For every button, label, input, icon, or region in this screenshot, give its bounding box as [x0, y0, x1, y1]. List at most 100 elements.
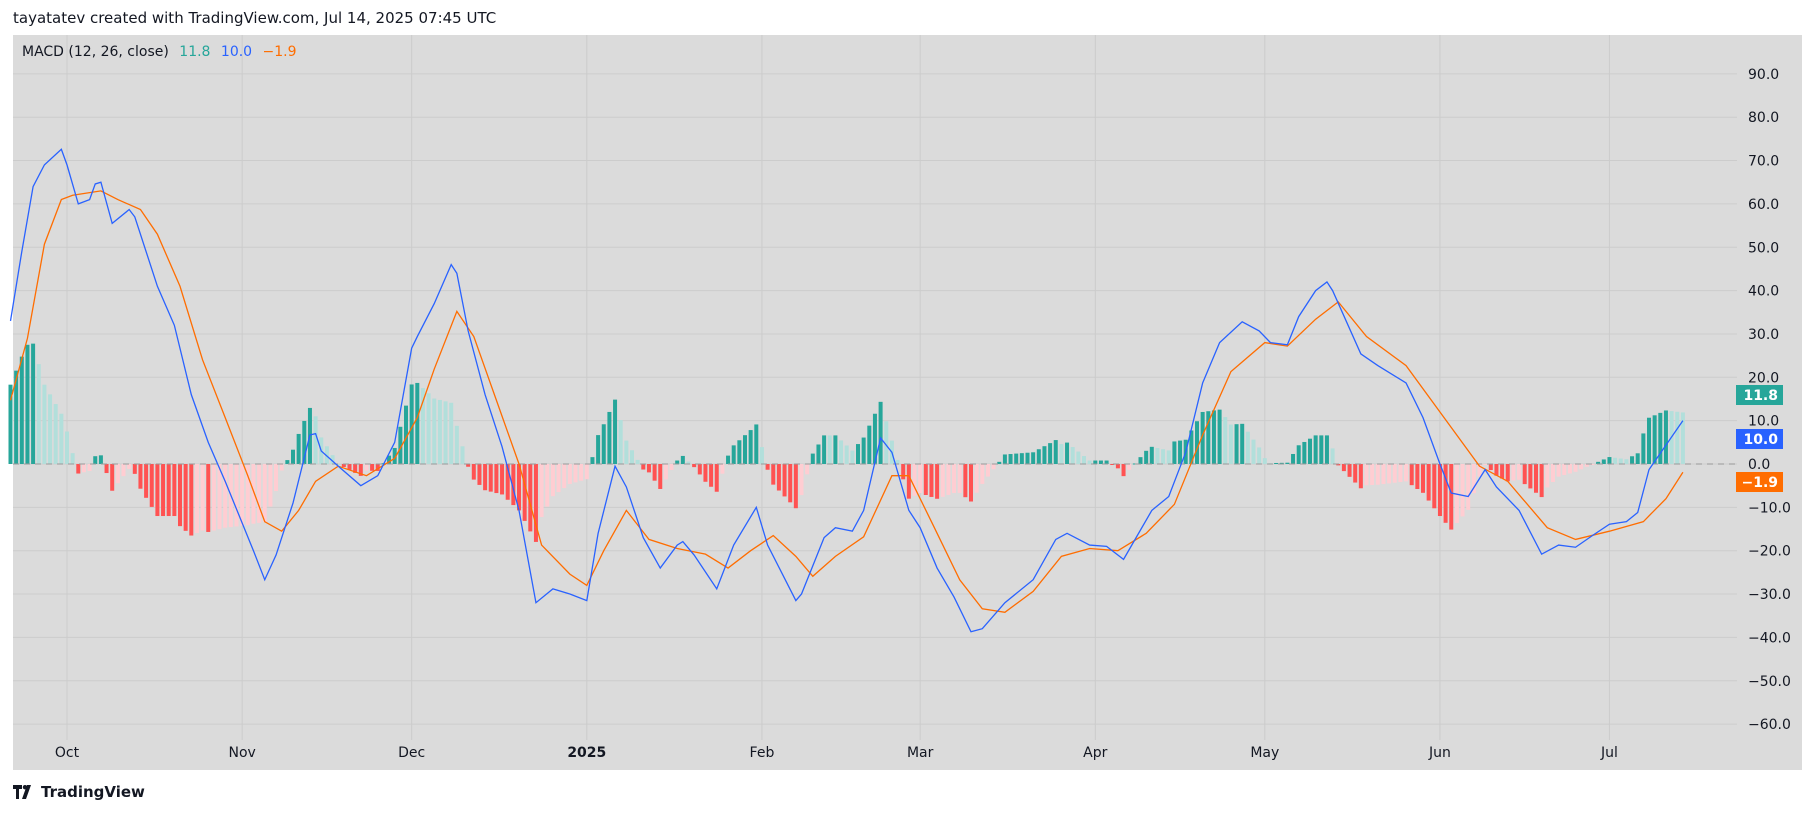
histogram-bar	[618, 420, 623, 464]
x-tick-label: Mar	[907, 745, 934, 761]
histogram-bar	[980, 464, 985, 484]
histogram-bar	[1437, 464, 1442, 517]
histogram-bar	[1680, 412, 1685, 464]
histogram-bar	[1200, 411, 1205, 464]
brand-name: TradingView	[41, 783, 145, 801]
histogram-bar	[906, 464, 911, 499]
histogram-bar	[652, 464, 657, 481]
histogram-bar	[1098, 460, 1103, 464]
histogram-bar	[1245, 431, 1250, 464]
histogram-bar	[1618, 458, 1623, 464]
histogram-bar	[788, 464, 793, 503]
histogram-bar	[36, 364, 41, 464]
indicator-legend[interactable]: MACD (12, 26, close) 11.8 10.0 −1.9	[22, 44, 303, 60]
histogram-bar	[991, 464, 996, 470]
x-tick-label: Dec	[398, 745, 425, 761]
histogram-bar	[663, 464, 668, 480]
histogram-bar	[110, 464, 115, 491]
histogram-bar	[1059, 444, 1064, 464]
histogram-bar	[607, 411, 612, 464]
histogram-bar	[1166, 450, 1171, 464]
histogram-bar	[810, 453, 815, 464]
histogram-bar	[25, 344, 30, 464]
histogram-bar	[178, 464, 182, 527]
histogram-bar	[420, 388, 425, 464]
histogram-bar	[1421, 464, 1425, 493]
histogram-bar	[748, 430, 753, 464]
histogram-bar	[1302, 441, 1307, 464]
histogram-bar	[341, 464, 346, 467]
histogram-bar	[584, 464, 589, 480]
last-value-badges: 11.8 10.0 −1.9	[1736, 385, 1783, 492]
histogram-bar	[624, 440, 629, 464]
histogram-bar	[985, 464, 990, 477]
histogram-bar	[1291, 453, 1296, 464]
histogram-bar	[1070, 447, 1075, 464]
histogram-bar	[268, 464, 273, 507]
histogram-bar	[1149, 446, 1154, 464]
y-tick-label: −20.0	[1748, 544, 1791, 560]
histogram-bar	[635, 459, 640, 464]
y-tick-label: 90.0	[1748, 67, 1779, 83]
histogram-bar	[1172, 441, 1177, 464]
histogram-bar	[1257, 447, 1262, 464]
histogram-bar	[31, 343, 36, 464]
histogram-bar	[81, 464, 86, 473]
x-tick-label: Feb	[750, 745, 775, 761]
histogram-bar	[1415, 464, 1420, 489]
histogram-bar	[1014, 453, 1019, 464]
histogram-bar	[409, 384, 414, 464]
grid	[13, 35, 1737, 740]
macd-value-badge	[1736, 429, 1783, 449]
histogram-bar	[539, 464, 544, 518]
histogram-bar	[511, 464, 516, 506]
histogram-bar	[217, 464, 222, 530]
histogram-bar	[1251, 439, 1256, 464]
histogram-bar	[121, 464, 126, 477]
histogram-bar	[257, 464, 262, 523]
histogram-bar	[957, 464, 962, 493]
histogram-bar	[974, 464, 979, 493]
histogram-bar	[1522, 464, 1527, 485]
x-tick-label: May	[1250, 745, 1279, 761]
histogram-bar	[1449, 464, 1454, 530]
histogram-bar	[935, 464, 940, 499]
histogram-bar	[1019, 453, 1024, 464]
histogram-bar	[1460, 464, 1465, 517]
histogram-bar	[183, 464, 188, 531]
histogram-bar	[703, 464, 708, 482]
histogram-bar	[517, 464, 521, 511]
histogram-bar	[1375, 464, 1380, 485]
histogram-bar	[194, 464, 199, 533]
histogram-bar	[946, 464, 951, 495]
histogram-bar	[76, 464, 81, 474]
histogram-bar	[1658, 412, 1663, 464]
x-tick-label: Jul	[1600, 745, 1618, 761]
histogram-bar	[234, 464, 239, 527]
y-tick-label: 70.0	[1748, 154, 1779, 170]
histogram-bar	[805, 464, 810, 475]
histogram-bar	[822, 435, 827, 464]
y-tick-label: −10.0	[1748, 500, 1791, 516]
histogram-bar	[1404, 464, 1409, 482]
histogram-bar	[1121, 464, 1126, 477]
histogram-bar	[1336, 464, 1341, 466]
histogram-bar	[533, 464, 538, 542]
histogram-bar	[1161, 449, 1166, 464]
histogram-bar	[861, 437, 866, 464]
histogram-bar	[850, 450, 855, 464]
tradingview-brand[interactable]: TradingView	[13, 783, 145, 801]
chart-credit: tayatatev created with TradingView.com, …	[13, 9, 497, 27]
histogram-bar	[1505, 464, 1510, 482]
histogram-bar	[765, 464, 770, 470]
histogram-bar	[771, 464, 776, 485]
histogram-bar	[1285, 462, 1290, 464]
y-tick-label: −50.0	[1748, 674, 1791, 690]
histogram-bar	[466, 464, 471, 467]
y-axis: 90.0 80.0 70.0 60.0 50.0 40.0 30.0 20.0 10.0 0.0 −…	[1748, 67, 1791, 733]
histogram-bar	[53, 404, 58, 464]
y-tick-label: 50.0	[1748, 240, 1779, 256]
histogram-bar	[1534, 464, 1538, 493]
histogram-bar	[1144, 450, 1149, 464]
histogram-bar	[827, 435, 832, 464]
